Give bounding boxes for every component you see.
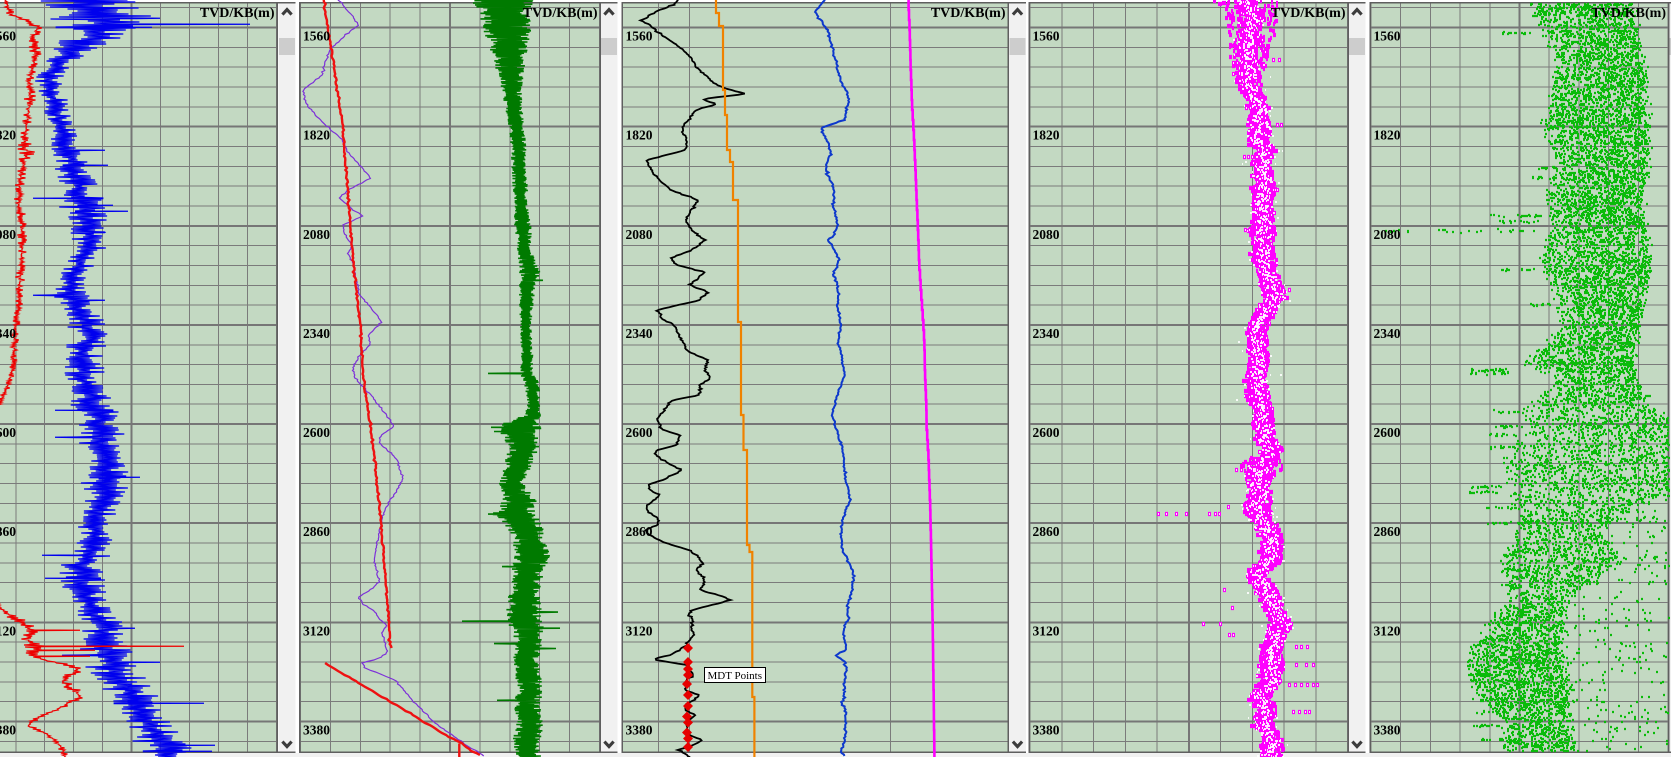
svg-text:2600: 2600 bbox=[1374, 425, 1401, 440]
svg-text:TVD/KB(m): TVD/KB(m) bbox=[1271, 6, 1346, 21]
svg-text:3380: 3380 bbox=[0, 723, 16, 738]
svg-text:2080: 2080 bbox=[1374, 227, 1401, 242]
svg-text:3380: 3380 bbox=[626, 723, 653, 738]
svg-text:1820: 1820 bbox=[626, 128, 653, 143]
svg-text:TVD/KB(m): TVD/KB(m) bbox=[1591, 6, 1666, 21]
svg-text:2860: 2860 bbox=[1374, 524, 1401, 539]
svg-text:1820: 1820 bbox=[1033, 128, 1060, 143]
svg-text:TVD/KB(m): TVD/KB(m) bbox=[931, 6, 1006, 21]
svg-text:1820: 1820 bbox=[303, 128, 330, 143]
svg-text:3380: 3380 bbox=[1374, 723, 1401, 738]
svg-text:2860: 2860 bbox=[303, 524, 330, 539]
svg-text:1560: 1560 bbox=[626, 29, 653, 44]
svg-text:1820: 1820 bbox=[0, 128, 16, 143]
svg-text:2600: 2600 bbox=[303, 425, 330, 440]
svg-text:2860: 2860 bbox=[626, 524, 653, 539]
svg-text:1560: 1560 bbox=[1374, 29, 1401, 44]
svg-text:3380: 3380 bbox=[303, 723, 330, 738]
svg-text:2340: 2340 bbox=[303, 326, 330, 341]
svg-text:1560: 1560 bbox=[1033, 29, 1060, 44]
svg-text:2080: 2080 bbox=[626, 227, 653, 242]
svg-text:1820: 1820 bbox=[1374, 128, 1401, 143]
svg-text:2340: 2340 bbox=[626, 326, 653, 341]
svg-text:2860: 2860 bbox=[0, 524, 16, 539]
svg-text:2080: 2080 bbox=[303, 227, 330, 242]
svg-text:2600: 2600 bbox=[0, 425, 16, 440]
svg-text:MDT Points: MDT Points bbox=[708, 670, 763, 682]
svg-text:3380: 3380 bbox=[1033, 723, 1060, 738]
svg-text:1560: 1560 bbox=[303, 29, 330, 44]
svg-text:2600: 2600 bbox=[626, 425, 653, 440]
svg-text:3120: 3120 bbox=[303, 623, 330, 638]
svg-text:2860: 2860 bbox=[1033, 524, 1060, 539]
svg-text:TVD/KB(m): TVD/KB(m) bbox=[200, 6, 275, 21]
svg-text:2600: 2600 bbox=[1033, 425, 1060, 440]
svg-text:TVD/KB(m): TVD/KB(m) bbox=[523, 6, 598, 21]
svg-text:3120: 3120 bbox=[1033, 623, 1060, 638]
svg-text:3120: 3120 bbox=[1374, 623, 1401, 638]
svg-text:2340: 2340 bbox=[1374, 326, 1401, 341]
svg-text:3120: 3120 bbox=[626, 623, 653, 638]
svg-text:2340: 2340 bbox=[0, 326, 16, 341]
svg-text:3120: 3120 bbox=[0, 623, 16, 638]
svg-text:1560: 1560 bbox=[0, 29, 16, 44]
svg-text:2080: 2080 bbox=[0, 227, 16, 242]
svg-text:2340: 2340 bbox=[1033, 326, 1060, 341]
svg-text:2080: 2080 bbox=[1033, 227, 1060, 242]
